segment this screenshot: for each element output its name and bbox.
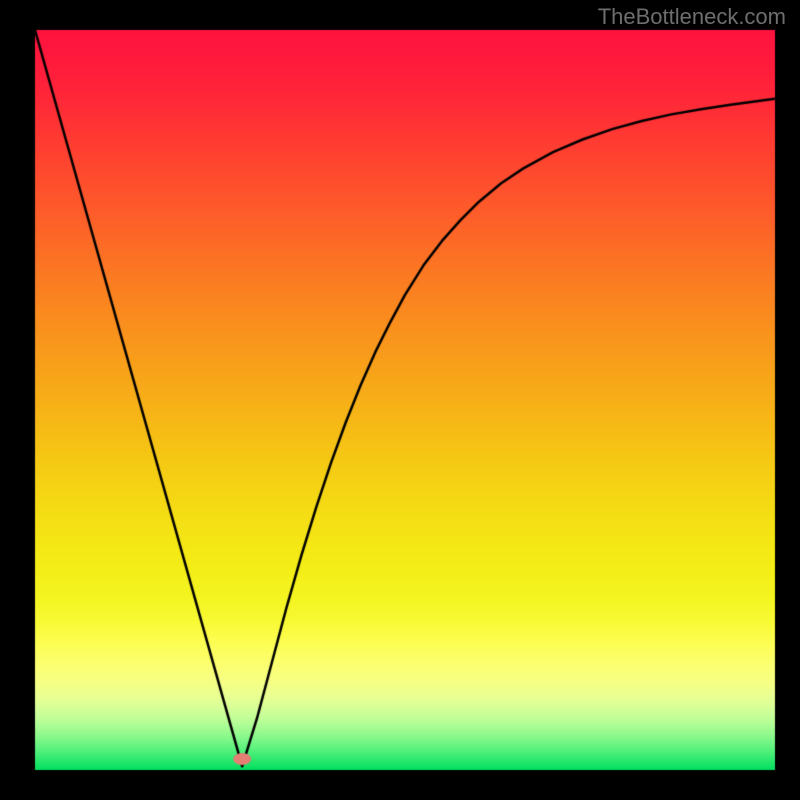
bottleneck-chart-canvas	[0, 0, 800, 800]
chart-stage: TheBottleneck.com	[0, 0, 800, 800]
